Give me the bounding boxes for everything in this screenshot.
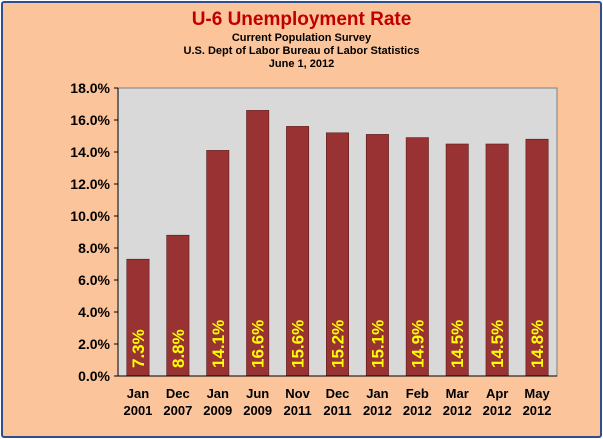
y-tick-label: 14.0% xyxy=(70,144,110,160)
y-tick-label: 6.0% xyxy=(78,272,110,288)
x-tick-label: Mar xyxy=(446,386,469,401)
bar-data-label: 14.1% xyxy=(209,320,228,368)
y-tick-label: 10.0% xyxy=(70,208,110,224)
x-tick-label: 2009 xyxy=(203,403,232,418)
y-tick-label: 8.0% xyxy=(78,240,110,256)
x-tick-label: 2001 xyxy=(123,403,152,418)
bar-data-label: 14.5% xyxy=(488,320,507,368)
bar-data-label: 7.3% xyxy=(129,329,148,368)
x-tick-label: Dec xyxy=(166,386,190,401)
bar-data-label: 16.6% xyxy=(249,320,268,368)
bar-data-label: 14.5% xyxy=(448,320,467,368)
x-tick-label: 2012 xyxy=(443,403,472,418)
bar-data-label: 14.8% xyxy=(528,320,547,368)
x-tick-label: May xyxy=(524,386,550,401)
chart-subtitle-survey: Current Population Survey xyxy=(231,32,372,44)
bar-data-label: 14.9% xyxy=(408,320,427,368)
chart-subtitle-date: June 1, 2012 xyxy=(268,58,335,70)
x-tick-label: 2012 xyxy=(523,403,552,418)
x-tick-label: Feb xyxy=(406,386,429,401)
chart-title: U-6 Unemployment Rate xyxy=(191,9,412,30)
y-tick-label: 18.0% xyxy=(70,80,110,96)
x-tick-label: Jan xyxy=(127,386,149,401)
x-tick-label: Jun xyxy=(246,386,269,401)
bar-data-label: 8.8% xyxy=(169,329,188,368)
x-tick-label: Jan xyxy=(366,386,388,401)
x-tick-label: Dec xyxy=(326,386,350,401)
x-tick-label: 2012 xyxy=(363,403,392,418)
x-tick-label: 2011 xyxy=(283,403,311,418)
bar-data-label: 15.2% xyxy=(329,320,348,368)
x-tick-label: 2011 xyxy=(323,403,351,418)
x-tick-label: 2012 xyxy=(403,403,432,418)
x-tick-label: 2012 xyxy=(483,403,512,418)
x-tick-label: Nov xyxy=(285,386,310,401)
bar-data-label: 15.1% xyxy=(368,320,387,368)
chart-subtitle-source: U.S. Dept of Labor Bureau of Labor Stati… xyxy=(183,45,420,57)
x-tick-label: 2007 xyxy=(163,403,192,418)
y-tick-label: 12.0% xyxy=(70,176,110,192)
y-tick-label: 0.0% xyxy=(78,368,110,384)
x-tick-label: Apr xyxy=(486,386,508,401)
x-tick-label: Jan xyxy=(207,386,229,401)
bar-data-label: 15.6% xyxy=(289,320,308,368)
x-tick-label: 2009 xyxy=(243,403,272,418)
y-tick-label: 16.0% xyxy=(70,112,110,128)
y-tick-label: 2.0% xyxy=(78,336,110,352)
y-tick-label: 4.0% xyxy=(78,304,110,320)
